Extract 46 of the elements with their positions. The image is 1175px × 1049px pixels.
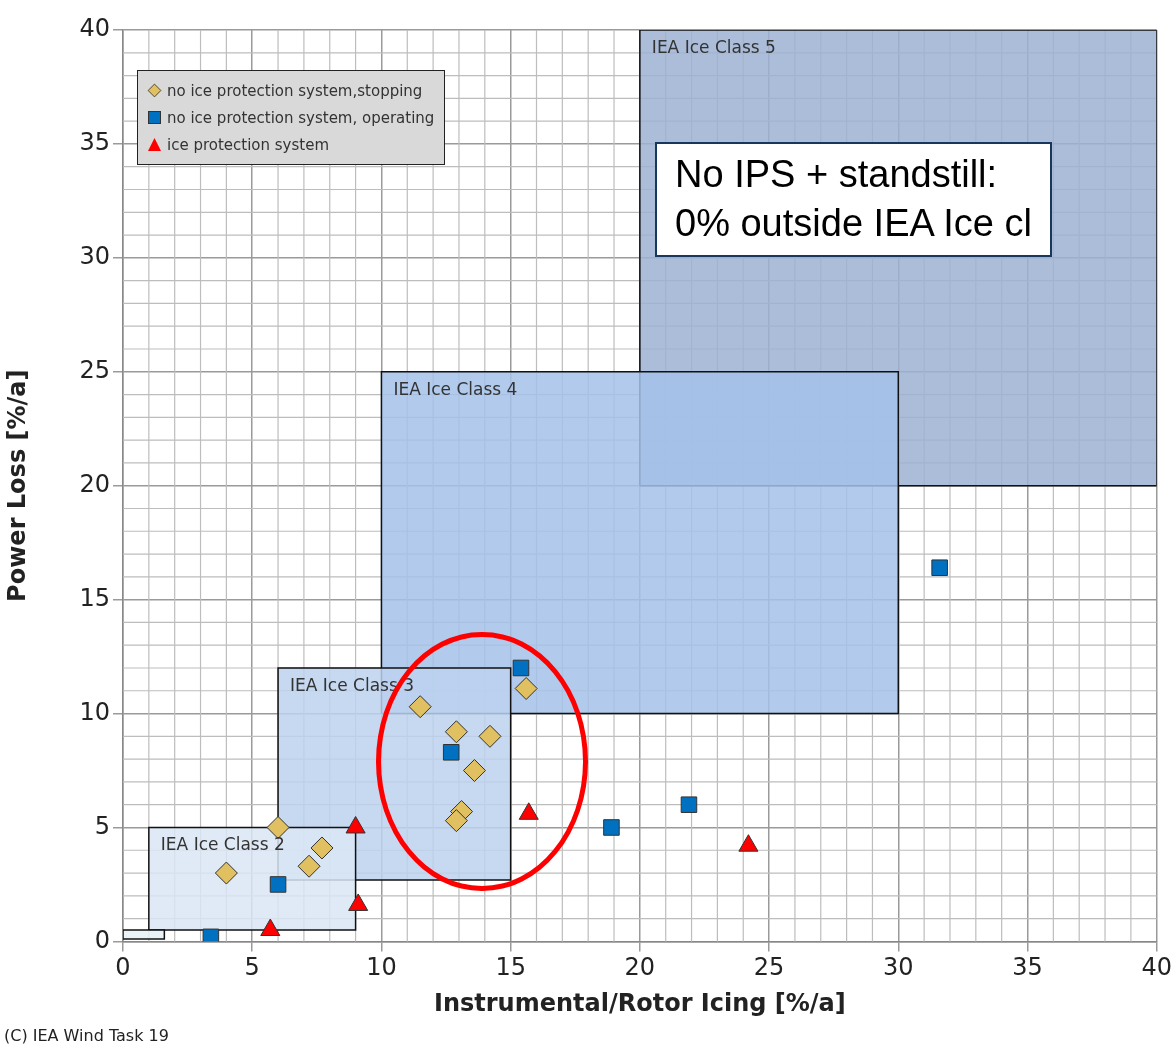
y-axis-title: Power Loss [%/a] xyxy=(2,369,31,602)
point xyxy=(202,928,220,942)
x-tick-label: 35 xyxy=(1012,953,1043,982)
x-axis-title: Instrumental/Rotor Icing [%/a] xyxy=(433,988,846,1017)
point xyxy=(514,676,538,700)
point xyxy=(444,809,468,833)
y-tick-label: 30 xyxy=(79,242,110,271)
y-tick-label: 5 xyxy=(94,811,110,840)
point xyxy=(442,744,460,761)
point xyxy=(462,759,486,783)
legend-label: no ice protection system, operating xyxy=(167,108,435,127)
annotation: No IPS + standstill: 0% outside IEA Ice cl xyxy=(655,142,1052,257)
series-label: IEA Ice Class 5 xyxy=(651,36,776,57)
y-tick-label: 25 xyxy=(79,356,110,385)
y-tick-label: 15 xyxy=(79,583,110,612)
point xyxy=(310,836,334,860)
series-label: IEA Ice Class 2 xyxy=(160,834,285,855)
point xyxy=(297,854,321,878)
point xyxy=(214,861,238,885)
x-tick-label: 15 xyxy=(495,953,526,982)
point xyxy=(680,796,698,813)
point xyxy=(269,876,287,893)
point xyxy=(478,724,502,748)
point xyxy=(603,819,620,836)
point xyxy=(266,815,290,839)
legend-label: ice protection system xyxy=(167,135,330,154)
x-tick-label: 25 xyxy=(753,953,785,982)
series-label: IEA Ice Class 3 xyxy=(290,674,415,695)
x-tick-label: 5 xyxy=(244,953,260,982)
y-tick-label: 20 xyxy=(79,469,110,498)
y-tick-label: 40 xyxy=(79,14,110,43)
y-tick-label: 10 xyxy=(79,697,110,726)
point xyxy=(512,659,530,677)
legend-label: no ice protection system,stopping xyxy=(167,81,423,100)
point xyxy=(408,695,432,719)
x-tick-label: 10 xyxy=(366,953,397,982)
y-tick-label: 0 xyxy=(94,925,110,954)
point xyxy=(931,559,948,576)
x-tick-label: 30 xyxy=(883,953,914,982)
point xyxy=(444,720,468,744)
x-tick-label: 0 xyxy=(115,953,131,982)
x-tick-label: 20 xyxy=(624,953,656,982)
series-label: IEA Ice Class 4 xyxy=(393,378,518,399)
x-tick-label: 40 xyxy=(1141,953,1172,982)
text: (C) IEA Wind Task 19 xyxy=(4,1026,169,1045)
y-tick-label: 35 xyxy=(79,128,110,157)
